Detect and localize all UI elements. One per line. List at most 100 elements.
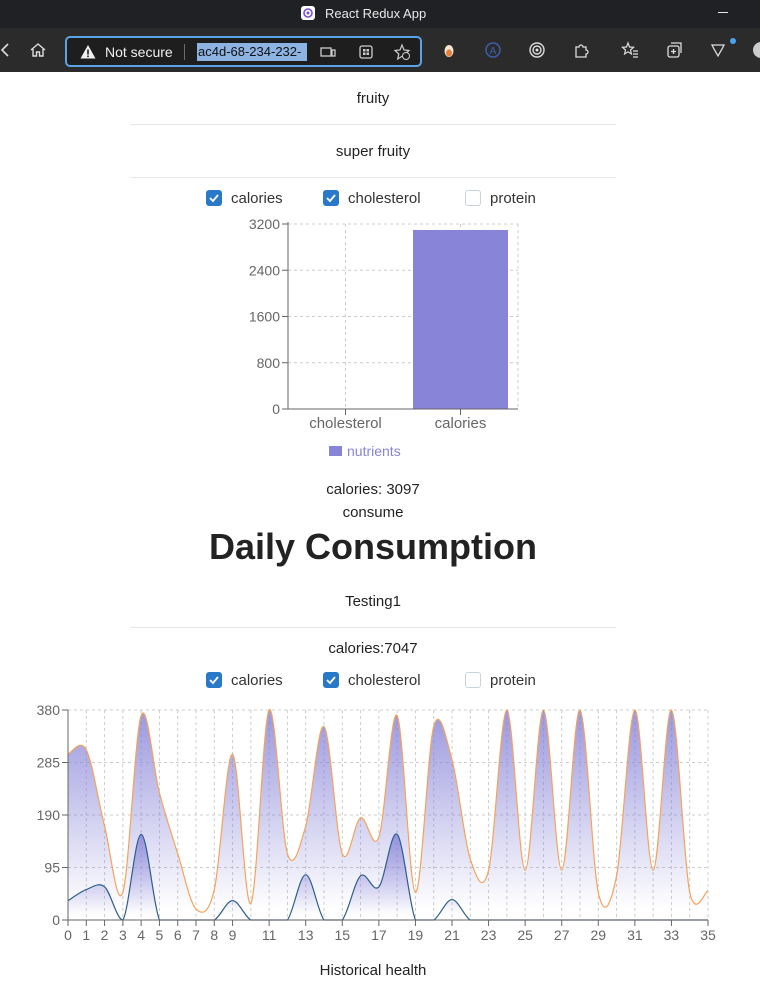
y-tick-label: 1600: [249, 309, 280, 325]
list-item: fruity: [356, 90, 390, 107]
x-tick-label: cholesterol: [309, 415, 382, 432]
y-tick-label: 0: [272, 401, 280, 417]
svg-text:A: A: [490, 46, 497, 57]
x-tick-label: 0: [64, 927, 72, 943]
nutrient-checkbox-group: calories cholesterol protein: [206, 187, 566, 209]
cholesterol-checkbox[interactable]: cholesterol: [323, 187, 421, 209]
chart-footer: Historical health: [319, 962, 427, 979]
x-tick-label: 21: [444, 927, 460, 943]
checkbox-checked-icon[interactable]: [323, 190, 339, 206]
url-text[interactable]: ac4d-68-234-232-: [197, 43, 307, 61]
notification-dot: [730, 38, 736, 44]
x-tick-label: 29: [590, 927, 606, 943]
collections-icon[interactable]: [663, 39, 685, 61]
extension-icon[interactable]: [438, 39, 460, 61]
address-bar[interactable]: Not secure ac4d-68-234-232-: [65, 36, 422, 67]
x-tick-label: 7: [192, 927, 200, 943]
app-grid-icon[interactable]: [357, 43, 375, 61]
x-tick-label: 6: [174, 927, 182, 943]
y-tick-label: 800: [257, 355, 281, 371]
favorite-add-icon[interactable]: [393, 43, 411, 61]
x-tick-label: 17: [371, 927, 387, 943]
bar: [413, 229, 508, 409]
accessibility-icon[interactable]: A: [482, 39, 504, 61]
x-tick-label: 33: [664, 927, 680, 943]
total-calories-label: calories:7047: [328, 640, 418, 657]
history-checkbox-group: calories cholesterol protein: [206, 669, 566, 691]
cholesterol-checkbox[interactable]: cholesterol: [323, 669, 421, 691]
checkbox-label: cholesterol: [348, 671, 421, 689]
checkbox-label: calories: [231, 189, 283, 207]
y-tick-label: 380: [37, 702, 61, 718]
x-tick-label: 13: [298, 927, 314, 943]
x-tick-label: 2: [101, 927, 109, 943]
y-tick-label: 3200: [249, 217, 280, 232]
x-tick-label: 25: [517, 927, 533, 943]
checkbox-checked-icon[interactable]: [206, 672, 222, 688]
x-tick-label: 3: [119, 927, 127, 943]
window-title: React Redux App: [325, 6, 427, 21]
page-content: fruity super fruity calories cholesterol…: [0, 72, 760, 988]
checkbox-label: protein: [490, 671, 536, 689]
calories-summary: calories: 3097: [326, 481, 420, 498]
calories-checkbox[interactable]: calories: [206, 187, 283, 209]
x-tick-label: 23: [481, 927, 497, 943]
x-tick-label: 19: [408, 927, 424, 943]
checkbox-label: calories: [231, 671, 283, 689]
x-tick-label: 35: [700, 927, 716, 943]
legend-swatch: [329, 446, 342, 456]
y-tick-label: 95: [44, 860, 60, 876]
y-tick-label: 2400: [249, 262, 280, 278]
browser-toolbar: Not secure ac4d-68-234-232- A: [0, 28, 760, 72]
y-tick-label: 285: [37, 755, 61, 771]
checkbox-label: cholesterol: [348, 189, 421, 207]
window-titlebar: React Redux App: [0, 0, 760, 28]
divider: [130, 177, 616, 178]
favorites-icon[interactable]: [619, 39, 641, 61]
devices-icon[interactable]: [319, 43, 337, 61]
security-label[interactable]: Not secure: [105, 44, 173, 60]
copilot-icon[interactable]: [707, 39, 729, 61]
address-separator: [184, 44, 185, 60]
x-tick-label: 11: [262, 927, 277, 943]
minimize-button[interactable]: [712, 2, 736, 22]
x-tick-label: 15: [334, 927, 350, 943]
checkbox-checked-icon[interactable]: [206, 190, 222, 206]
protein-checkbox[interactable]: protein: [465, 187, 536, 209]
profile-avatar-icon[interactable]: [750, 39, 760, 61]
y-tick-label: 190: [37, 807, 61, 823]
back-icon[interactable]: [0, 39, 16, 61]
x-tick-label: 27: [554, 927, 570, 943]
checkbox-unchecked-icon[interactable]: [465, 672, 481, 688]
y-tick-label: 0: [52, 912, 60, 928]
calories-checkbox[interactable]: calories: [206, 669, 283, 691]
divider: [130, 124, 616, 125]
puzzle-icon[interactable]: [570, 39, 592, 61]
x-tick-label: 5: [156, 927, 164, 943]
series-area: [68, 709, 708, 920]
divider: [130, 627, 616, 628]
x-tick-label: 4: [137, 927, 145, 943]
x-tick-label: calories: [435, 415, 487, 432]
protein-checkbox[interactable]: protein: [465, 669, 536, 691]
list-item: Testing1: [345, 593, 401, 610]
list-item: super fruity: [335, 143, 411, 160]
nutrients-bar-chart: 0 800 1600 2400 3200 cholesterol calories nutri…: [249, 217, 519, 459]
checkbox-label: protein: [490, 189, 536, 207]
checkbox-checked-icon[interactable]: [323, 672, 339, 688]
x-tick-label: 9: [229, 927, 237, 943]
series-line: [67, 709, 709, 913]
consume-label: consume: [342, 504, 404, 521]
home-icon[interactable]: [27, 39, 49, 61]
series-area: [68, 833, 708, 920]
target-icon[interactable]: [526, 39, 548, 61]
x-tick-label: 8: [210, 927, 218, 943]
app-icon: [301, 6, 315, 20]
x-tick-label: 31: [627, 927, 643, 943]
page-title: Daily Consumption: [208, 526, 537, 567]
x-tick-label: 1: [82, 927, 90, 943]
warning-icon: [80, 45, 96, 59]
legend-label: nutrients: [347, 443, 401, 459]
checkbox-unchecked-icon[interactable]: [465, 190, 481, 206]
